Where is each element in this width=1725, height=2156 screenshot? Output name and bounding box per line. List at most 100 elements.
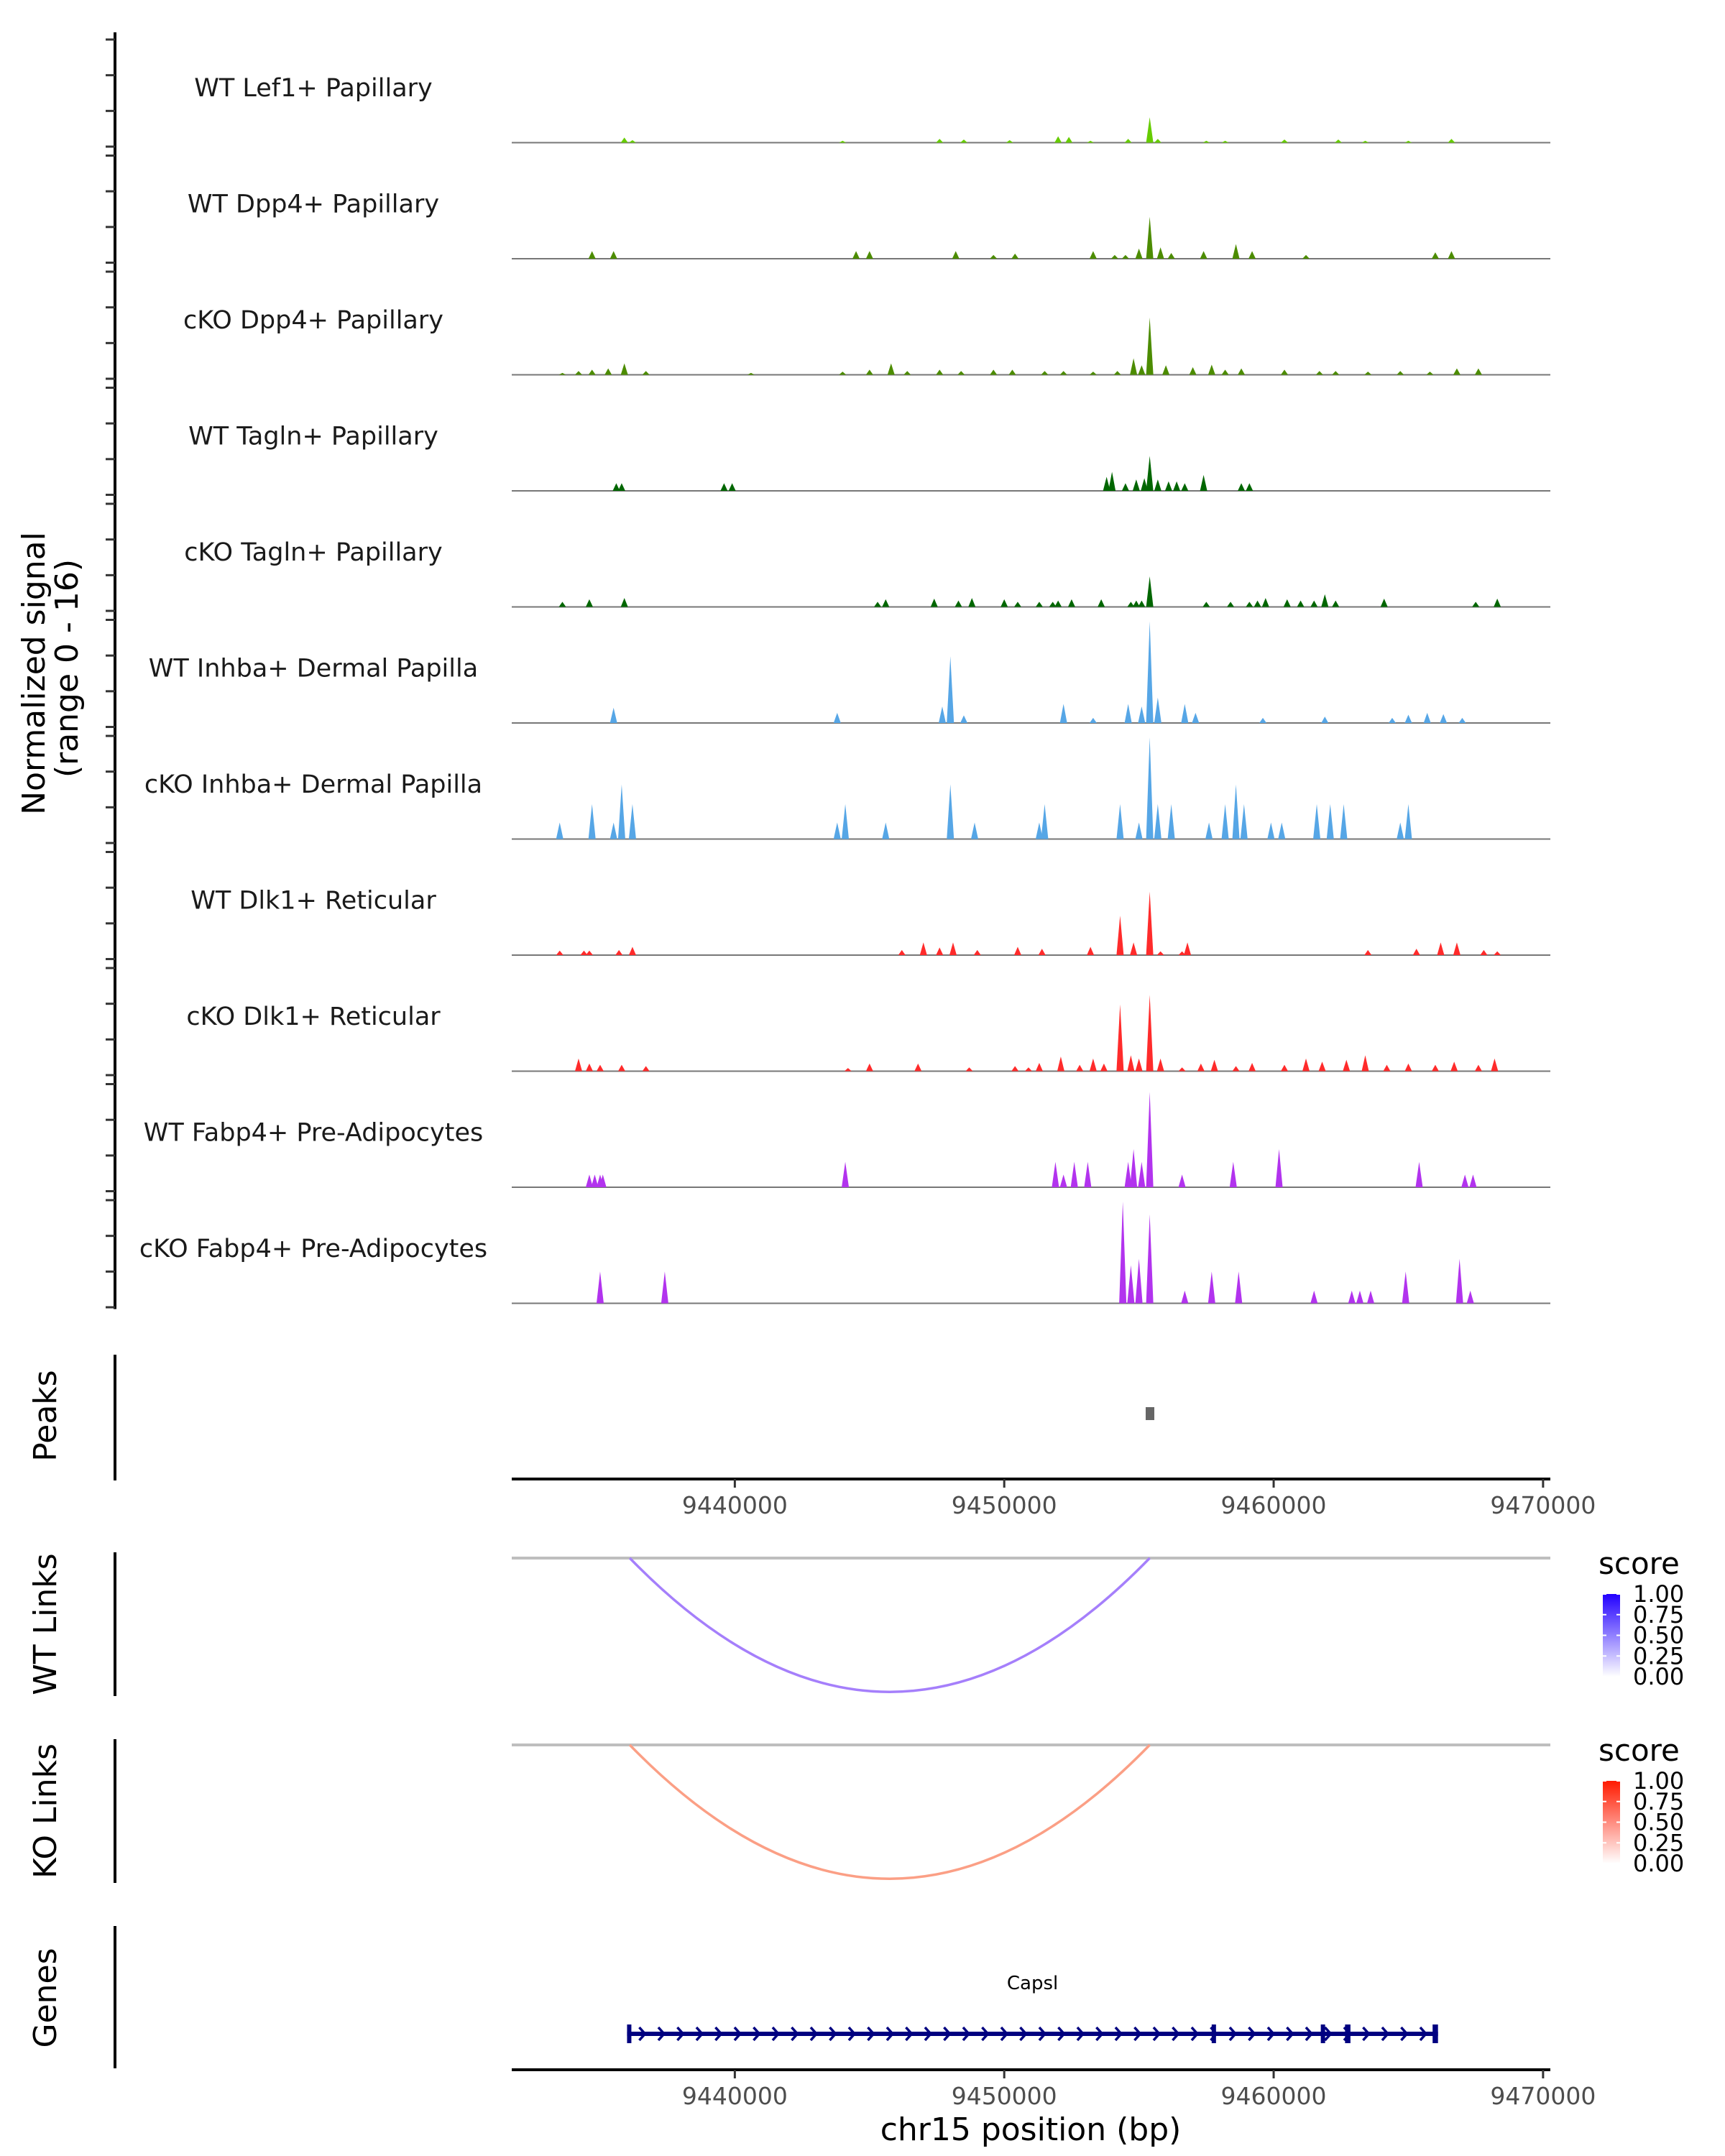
coverage-track: WT Inhba+ Dermal Papilla [149, 621, 1550, 724]
coverage-peak [1116, 916, 1124, 955]
strand-arrow-icon [1228, 2026, 1238, 2042]
coverage-peak [1208, 364, 1215, 375]
coverage-track: WT Tagln+ Papillary [188, 423, 1550, 492]
coverage-peak [1135, 822, 1143, 839]
coverage-peak [1343, 1059, 1351, 1072]
coverage-peak [874, 602, 882, 607]
coverage-peak [1229, 1161, 1237, 1187]
strand-arrow-icon [676, 2026, 685, 2042]
coverage-peak [1404, 714, 1412, 723]
gene-label: Capsl [1007, 1973, 1058, 1994]
coverage-peak [1178, 1067, 1186, 1072]
coverage-peak [1332, 600, 1340, 607]
coverage-peak [1431, 252, 1439, 259]
coverage-peak [1146, 456, 1154, 491]
coverage-peak [1297, 600, 1305, 607]
coverage-peak [1181, 1290, 1189, 1304]
track-label: cKO Tagln+ Papillary [184, 538, 443, 567]
strand-arrow-icon [1286, 2026, 1294, 2042]
coverage-peak [1302, 254, 1310, 259]
coverage-peak [642, 371, 650, 375]
coverage-peak [620, 137, 628, 143]
coverage-peak [1494, 951, 1501, 955]
track-label: WT Tagln+ Papillary [188, 423, 438, 451]
x-tick-label: 9450000 [952, 2082, 1057, 2110]
coverage-peak [1035, 822, 1043, 839]
coverage-peak [1035, 602, 1043, 607]
coverage-peak [1127, 1265, 1135, 1304]
coverage-track: cKO Inhba+ Dermal Papilla [144, 737, 1550, 840]
coverage-peak [628, 139, 636, 143]
legend-tick-label: 0.00 [1633, 1663, 1684, 1690]
track-label: WT Lef1+ Papillary [194, 74, 433, 103]
strand-arrow-icon [886, 2026, 895, 2042]
coverage-peak [610, 707, 617, 723]
coverage-peak [954, 600, 962, 607]
coverage-peak [839, 372, 847, 375]
legend-tick-label: 0.00 [1633, 1850, 1684, 1877]
legend-tick-label: 0.50 [1633, 1622, 1684, 1649]
exon [1345, 2024, 1351, 2043]
coverage-peak [1240, 803, 1248, 839]
coverage-peak [1124, 139, 1132, 143]
track-label: WT Dpp4+ Papillary [188, 190, 439, 219]
coverage-peak [947, 656, 954, 723]
coverage-peak [833, 712, 841, 723]
coverage-peak [1184, 942, 1192, 955]
legend-tick-label: 0.25 [1633, 1829, 1684, 1856]
coverage-peak [620, 598, 628, 607]
coverage-track: WT Dlk1+ Reticular [190, 887, 1550, 956]
coverage-peak [1210, 1059, 1218, 1072]
coverage-peak [1138, 1161, 1146, 1187]
coverage-peak [1321, 594, 1329, 607]
coverage-peak [898, 949, 906, 955]
coverage-peak [1494, 599, 1501, 607]
coverage-peak [1135, 1058, 1143, 1072]
coverage-peak [936, 369, 944, 375]
x-axis-top: 9440000 9450000 9460000 9470000 [512, 1478, 1596, 1519]
coverage-peak [1397, 371, 1404, 375]
coverage-peak [1302, 1058, 1310, 1072]
coverage-peak [1100, 1063, 1108, 1072]
strand-arrow-icon [1019, 2026, 1028, 2042]
coverage-peak [1232, 1066, 1240, 1072]
coverage-peak [1281, 139, 1289, 143]
coverage-peak [1238, 483, 1246, 491]
coverage-peak [1000, 599, 1008, 607]
strand-arrow-icon [695, 2026, 704, 2042]
coverage-peak [1181, 483, 1189, 491]
coverage-peak [1426, 372, 1434, 375]
coverage-peak [1227, 602, 1235, 607]
coverage-peak [1453, 942, 1460, 955]
coverage-peak [1248, 1063, 1256, 1072]
coverage-peak [865, 1063, 873, 1072]
coverage-peak [930, 599, 938, 607]
coverage-peak [1472, 602, 1480, 607]
coverage-peak [1135, 248, 1143, 259]
link-arc [628, 1743, 1151, 1880]
strand-arrow-icon [1324, 2026, 1333, 2042]
coverage-peak [1065, 137, 1073, 143]
coverage-peak [1011, 1066, 1019, 1072]
coverage-peak [1364, 949, 1372, 955]
coverage-peak [1259, 717, 1267, 723]
coverage-peak [968, 598, 976, 607]
coverage-peak [952, 251, 960, 259]
coverage-peak [1246, 602, 1254, 607]
coverage-peak [1200, 251, 1208, 259]
strand-arrow-icon [791, 2026, 799, 2042]
coverage-peak [1275, 1148, 1283, 1187]
coverage-peak [604, 368, 612, 375]
coverage-peak [1364, 372, 1372, 375]
exon [627, 2024, 632, 2043]
coverage-peak [1491, 1058, 1499, 1072]
coverage-track: WT Fabp4+ Pre-Adipocytes [144, 1092, 1550, 1188]
coverage-peak [1340, 803, 1348, 839]
coverage-peak [1458, 717, 1466, 723]
coverage-peak [1156, 951, 1164, 955]
legend-tick-label: 1.00 [1633, 1767, 1684, 1795]
coverage-peak [628, 803, 636, 839]
coverage-peak [585, 1063, 593, 1072]
legend-tick-label: 1.00 [1633, 1580, 1684, 1608]
